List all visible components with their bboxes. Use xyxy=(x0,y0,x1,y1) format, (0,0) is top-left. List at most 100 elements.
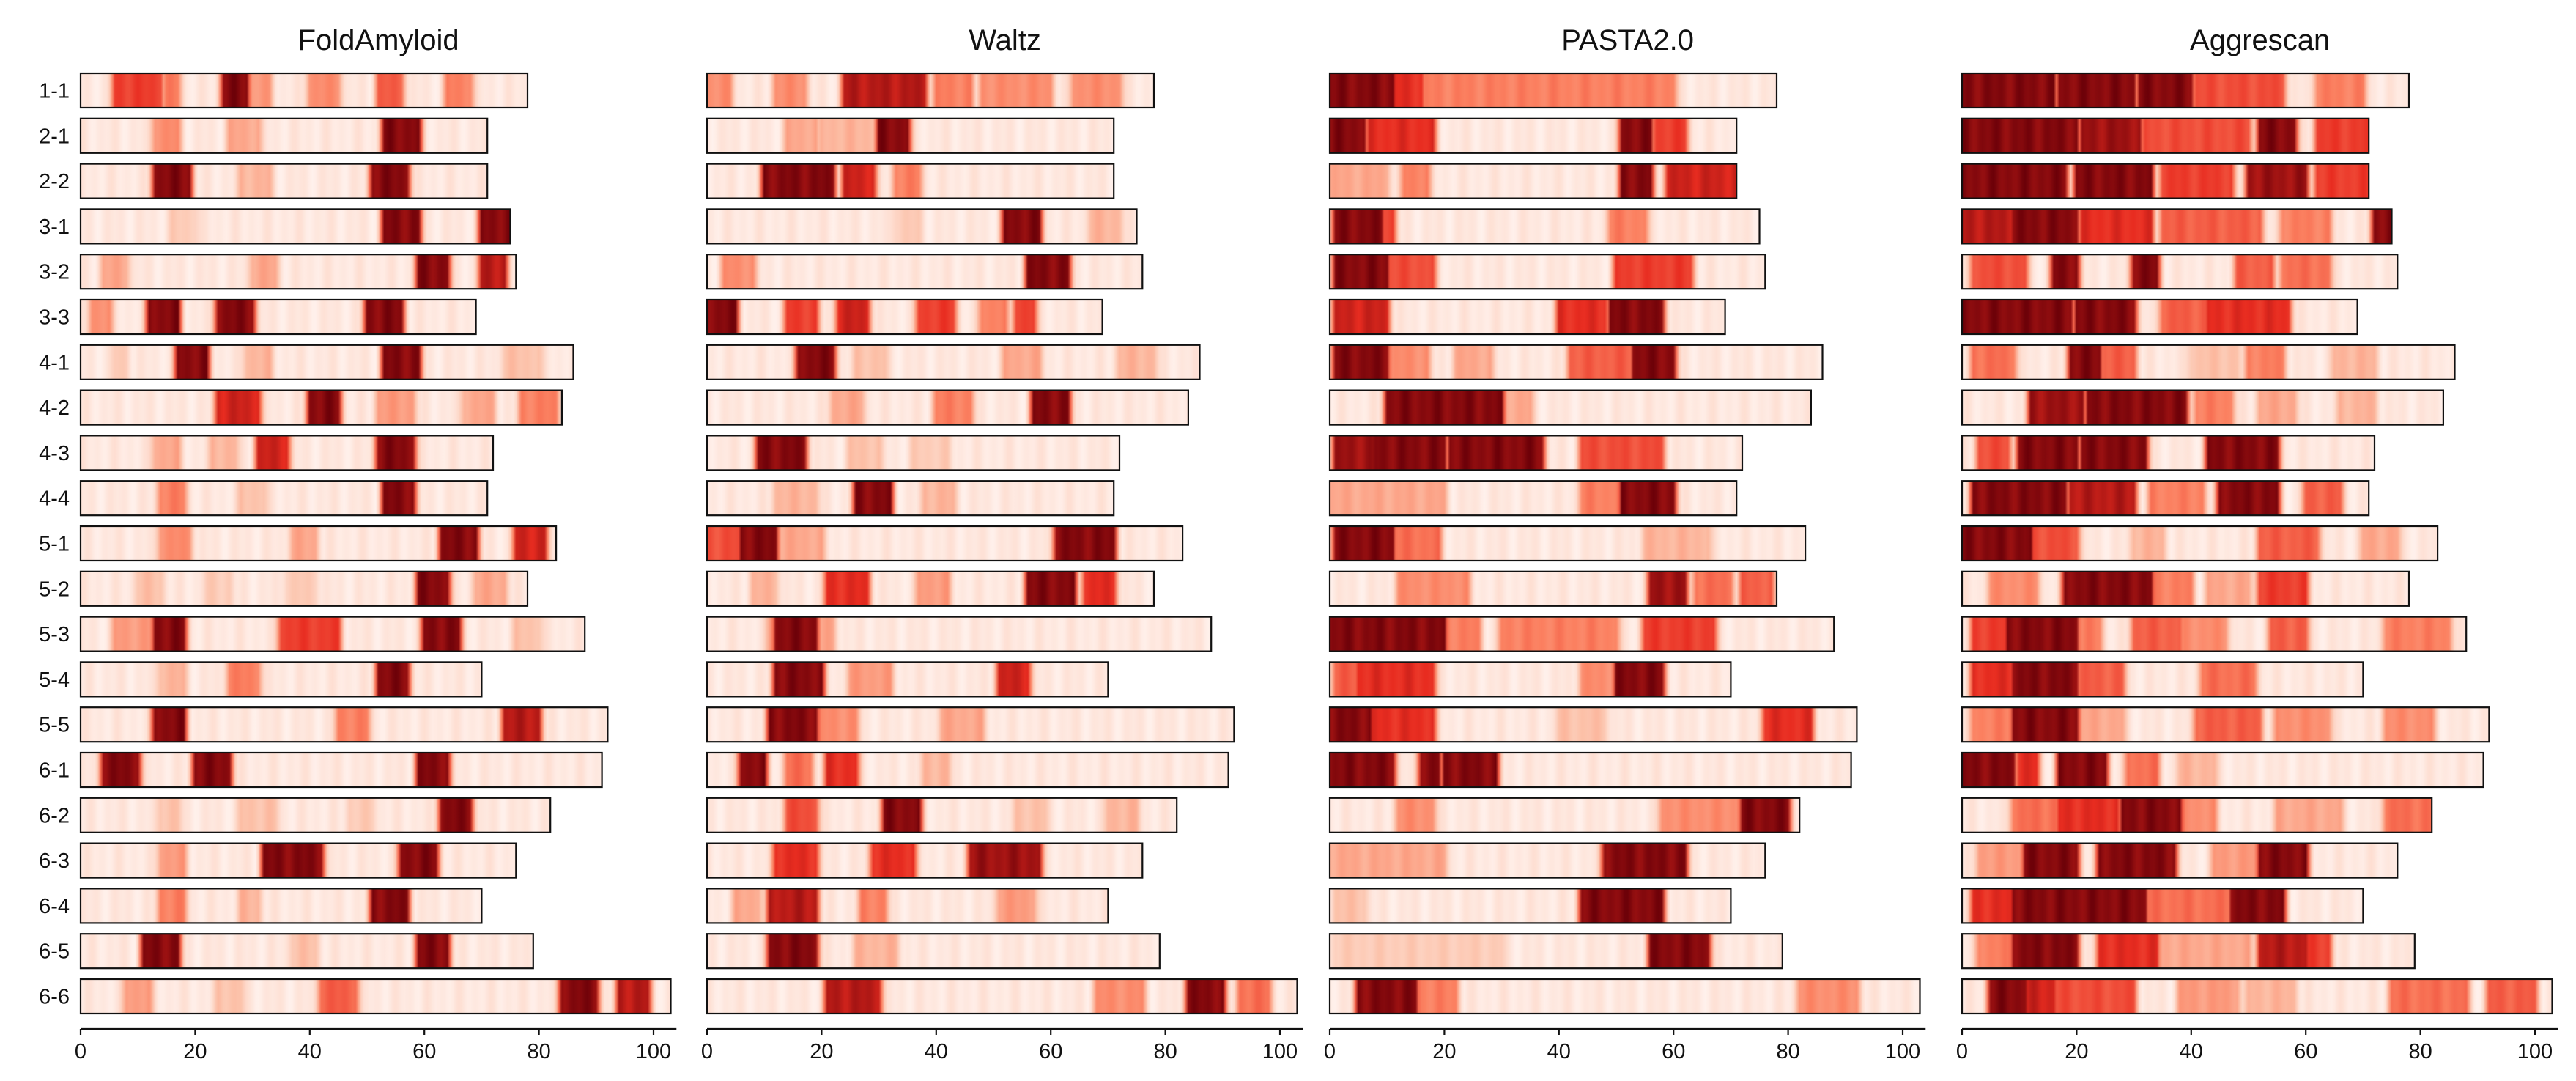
heatmap-row-3-3 xyxy=(706,298,1103,336)
heatmap-row-6-6 xyxy=(706,978,1298,1015)
row-label: 2-1 xyxy=(39,125,70,148)
heatmap-row-3-3 xyxy=(1961,298,2358,336)
row-label: 4-3 xyxy=(39,442,70,465)
heatmap-row-5-4 xyxy=(706,661,1109,698)
row-label: 5-2 xyxy=(39,578,70,601)
panel-title: PASTA2.0 xyxy=(1561,24,1694,56)
x-tick-label: 40 xyxy=(925,1040,948,1063)
x-tick-label: 20 xyxy=(183,1040,207,1063)
heatmap-row-5-4 xyxy=(1961,661,2364,698)
heatmap-row-3-1 xyxy=(1961,208,2393,245)
heatmap-row-3-2 xyxy=(706,254,1144,290)
heatmap-row-6-4 xyxy=(1328,888,1732,924)
heatmap-row-2-1 xyxy=(1328,117,1738,154)
heatmap-row-6-5 xyxy=(1328,933,1783,970)
heatmap-row-6-3 xyxy=(1961,842,2399,879)
heatmap-row-5-3 xyxy=(706,616,1213,652)
heatmap-row-4-2 xyxy=(706,389,1190,426)
heatmap-row-4-4 xyxy=(1328,480,1738,517)
heatmap-row-5-5 xyxy=(706,706,1235,743)
heatmap-row-3-1 xyxy=(79,208,511,245)
heatmap-row-5-5 xyxy=(1328,706,1858,743)
heatmap-row-6-1 xyxy=(1328,751,1852,789)
heatmap-row-6-1 xyxy=(79,751,603,789)
x-tick-label: 60 xyxy=(412,1040,436,1063)
heatmap-row-4-1 xyxy=(79,344,574,380)
heatmap-row-4-2 xyxy=(79,389,563,426)
heatmap-row-6-1 xyxy=(706,751,1229,789)
heatmap-row-1-1 xyxy=(706,72,1155,109)
heatmap-row-5-5 xyxy=(1961,706,2490,743)
heatmap-row-6-6 xyxy=(1961,978,2553,1015)
heatmap-row-3-2 xyxy=(1328,254,1766,290)
row-label: 6-4 xyxy=(39,895,70,918)
heatmap-row-2-2 xyxy=(79,163,489,199)
heatmap-row-3-2 xyxy=(1961,254,2399,290)
heatmap-row-5-4 xyxy=(79,661,483,698)
x-tick-label: 40 xyxy=(2180,1040,2203,1063)
row-label: 1-1 xyxy=(39,80,70,103)
row-label: 6-6 xyxy=(39,986,70,1009)
heatmap-row-6-2 xyxy=(79,797,552,833)
heatmap-row-4-3 xyxy=(706,435,1121,471)
heatmap-row-4-1 xyxy=(706,344,1201,380)
heatmap-row-5-2 xyxy=(1328,570,1778,607)
heatmap-row-5-5 xyxy=(79,706,609,743)
heatmap-row-3-1 xyxy=(706,208,1138,245)
heatmap-row-6-6 xyxy=(79,978,672,1015)
heatmap-row-1-1 xyxy=(1328,72,1778,109)
x-tick-label: 80 xyxy=(1153,1040,1177,1063)
heatmap-row-5-1 xyxy=(79,525,558,562)
heatmap-row-6-4 xyxy=(706,888,1109,924)
heatmap-row-4-4 xyxy=(79,480,489,517)
row-label: 6-2 xyxy=(39,804,70,827)
heatmap-row-2-2 xyxy=(1961,163,2370,199)
heatmap-row-5-2 xyxy=(79,570,529,607)
heatmap-row-3-1 xyxy=(1328,208,1761,245)
heatmap-row-5-4 xyxy=(1328,661,1732,698)
heatmap-row-4-2 xyxy=(1961,389,2445,426)
row-label: 3-1 xyxy=(39,215,70,239)
heatmap-row-6-5 xyxy=(706,933,1161,970)
heatmap-row-4-2 xyxy=(1328,389,1813,426)
heatmap-row-1-1 xyxy=(1961,72,2410,109)
heatmap-row-2-2 xyxy=(706,163,1115,199)
row-label: 6-1 xyxy=(39,759,70,783)
panel-pasta2-0: PASTA2.0 0 20 40 60 80 100 xyxy=(1324,24,1926,1063)
row-label: 6-5 xyxy=(39,940,70,964)
x-tick-label: 20 xyxy=(2065,1040,2088,1063)
x-tick-label: 80 xyxy=(527,1040,550,1063)
x-tick-label: 60 xyxy=(1662,1040,1685,1063)
row-label: 5-1 xyxy=(39,533,70,556)
heatmap-row-6-6 xyxy=(1328,978,1921,1015)
heatmap-row-4-1 xyxy=(1328,344,1824,380)
heatmap-row-6-2 xyxy=(1961,797,2433,833)
row-label: 3-3 xyxy=(39,306,70,330)
heatmap-row-4-3 xyxy=(1328,435,1744,471)
x-tick-label: 80 xyxy=(2408,1040,2432,1063)
heatmap-row-6-5 xyxy=(1961,933,2416,970)
x-tick-label: 20 xyxy=(810,1040,833,1063)
x-tick-label: 0 xyxy=(1324,1040,1336,1063)
heatmap-row-6-2 xyxy=(706,797,1178,833)
row-label: 5-5 xyxy=(39,714,70,737)
heatmap-row-2-1 xyxy=(79,117,489,154)
heatmap-row-1-1 xyxy=(79,72,529,109)
x-tick-label: 100 xyxy=(636,1040,671,1063)
row-label: 4-4 xyxy=(39,487,70,511)
heatmap-row-5-1 xyxy=(706,525,1184,562)
x-tick-label: 100 xyxy=(1262,1040,1298,1063)
heatmap-row-4-4 xyxy=(706,480,1115,517)
x-tick-label: 20 xyxy=(1432,1040,1456,1063)
heatmap-row-6-4 xyxy=(1961,888,2364,924)
heatmap-row-6-3 xyxy=(79,842,517,879)
heatmap-row-6-5 xyxy=(79,933,534,970)
heatmap-row-4-3 xyxy=(1961,435,2376,471)
row-labels-layer: 1-1 2-1 2-2 3-1 3-2 3-3 4-1 4-2 4-3 4-4 5-1 5-2 5-3 5… xyxy=(39,80,70,1009)
heatmap-row-2-2 xyxy=(1328,163,1738,199)
x-tick-label: 0 xyxy=(701,1040,713,1063)
panel-title: FoldAmyloid xyxy=(298,24,459,56)
heatmap-row-3-3 xyxy=(79,298,477,336)
heatmap-row-5-2 xyxy=(1961,570,2410,607)
